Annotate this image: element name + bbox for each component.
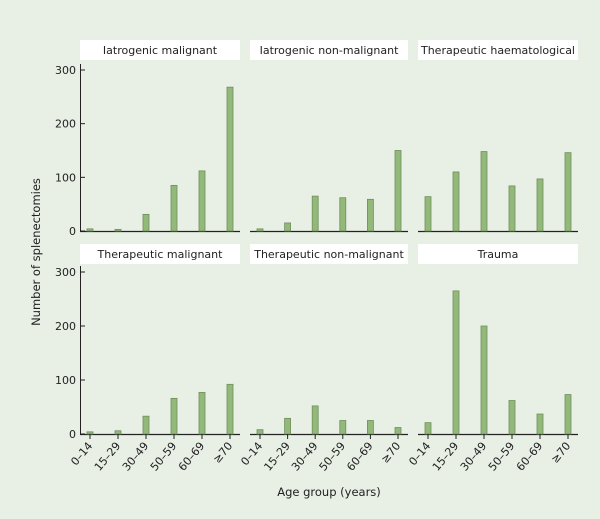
x-tick-label: 60–69 xyxy=(514,440,545,474)
bar xyxy=(366,420,374,435)
bar xyxy=(86,228,94,232)
bar xyxy=(256,228,264,232)
bar xyxy=(226,86,234,232)
x-tick-label: 0–14 xyxy=(68,440,95,469)
x-tick-label: ≥70 xyxy=(210,440,235,466)
panel-header xyxy=(80,40,240,60)
x-tick-label: 50–59 xyxy=(486,440,517,474)
bar xyxy=(86,431,94,435)
y-tick-label: 100 xyxy=(55,374,76,387)
panel-title: Iatrogenic malignant xyxy=(103,44,218,57)
bar xyxy=(508,400,516,435)
bar xyxy=(394,150,402,232)
y-tick-label: 100 xyxy=(55,171,76,184)
x-tick-label: 15–29 xyxy=(261,440,292,474)
bar xyxy=(564,152,572,232)
x-tick-label: 50–59 xyxy=(148,440,179,474)
panel-header xyxy=(250,40,408,60)
bar xyxy=(256,429,264,435)
bar xyxy=(198,170,206,232)
bar xyxy=(564,394,572,435)
bar xyxy=(339,420,347,435)
panel-title: Therapeutic malignant xyxy=(97,248,224,261)
x-tick-label: ≥70 xyxy=(378,440,403,466)
panel-header xyxy=(418,40,578,60)
bar xyxy=(536,413,544,435)
x-tick-label: 60–69 xyxy=(176,440,207,474)
bar xyxy=(424,422,432,435)
x-tick-label: 50–59 xyxy=(317,440,348,474)
panel-title: Trauma xyxy=(477,248,519,261)
x-tick-label: ≥70 xyxy=(548,440,573,466)
bar xyxy=(480,325,488,435)
panel-header xyxy=(418,244,578,264)
panel-header xyxy=(80,244,240,264)
x-tick-label: 0–14 xyxy=(406,440,433,469)
x-tick-label: 15–29 xyxy=(430,440,461,474)
x-tick-label: 15–29 xyxy=(92,440,123,474)
x-tick-label: 30–49 xyxy=(458,440,489,474)
bar xyxy=(452,171,460,232)
bar xyxy=(226,383,234,435)
panel-header xyxy=(250,244,408,264)
x-tick-label: 30–49 xyxy=(289,440,320,474)
bar xyxy=(311,195,319,232)
y-axis-label: Number of splenectomies xyxy=(29,178,43,326)
x-tick-label: 60–69 xyxy=(344,440,375,474)
bar xyxy=(142,415,150,435)
panel-title: Iatrogenic non-malignant xyxy=(260,44,400,57)
bar xyxy=(311,405,319,435)
bar xyxy=(366,198,374,232)
y-tick-label: 200 xyxy=(55,118,76,131)
bar xyxy=(114,430,122,435)
bar xyxy=(394,427,402,435)
bar xyxy=(480,151,488,232)
bar xyxy=(170,184,178,232)
bar xyxy=(452,290,460,435)
bar xyxy=(339,197,347,232)
y-tick-label: 300 xyxy=(55,64,76,77)
x-axis-label: Age group (years) xyxy=(277,485,381,499)
bar xyxy=(508,185,516,232)
panel-title: Therapeutic non-malignant xyxy=(253,248,404,261)
y-tick-label: 0 xyxy=(69,225,76,238)
bar xyxy=(284,417,292,435)
bar xyxy=(284,222,292,232)
y-tick-label: 300 xyxy=(55,266,76,279)
bar xyxy=(536,178,544,232)
bar xyxy=(114,228,122,232)
panel-title: Therapeutic haematological xyxy=(420,44,575,57)
bar xyxy=(424,196,432,232)
y-tick-label: 200 xyxy=(55,320,76,333)
y-tick-label: 0 xyxy=(69,428,76,441)
bar xyxy=(142,213,150,232)
bar xyxy=(170,397,178,435)
x-tick-label: 30–49 xyxy=(120,440,151,474)
bar xyxy=(198,392,206,435)
